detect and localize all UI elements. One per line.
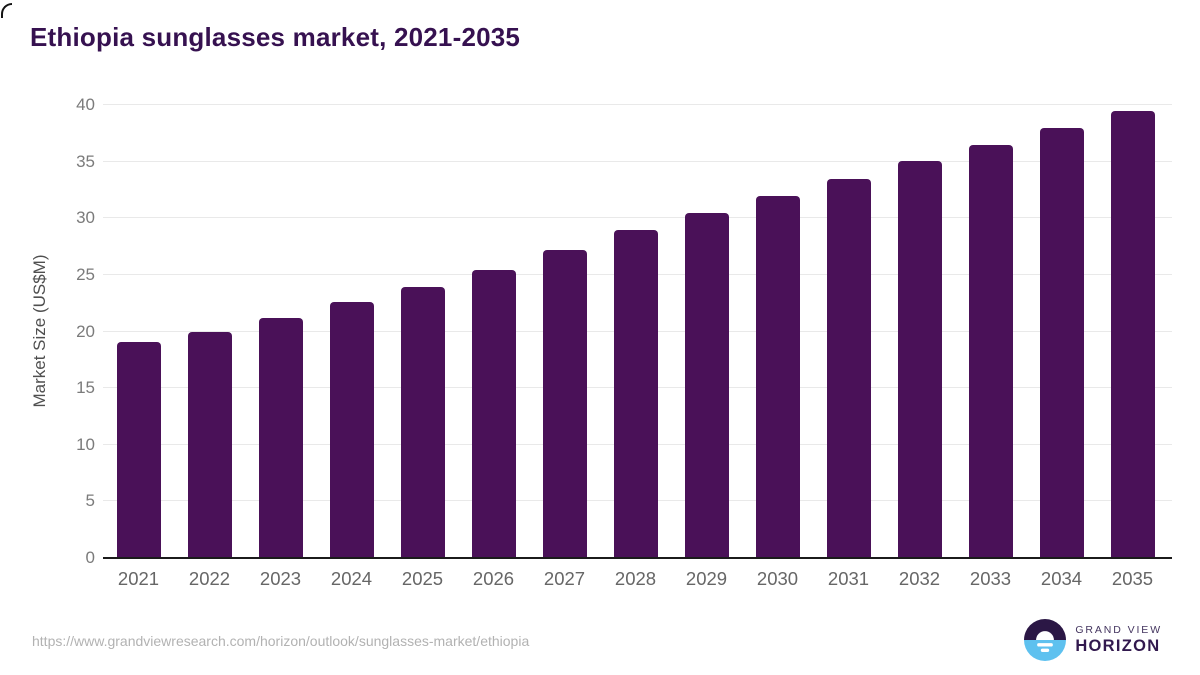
bar-slot-2030 bbox=[742, 105, 813, 558]
bar-slot-2023 bbox=[245, 105, 316, 558]
bar-slot-2032 bbox=[884, 105, 955, 558]
x-tick-2027: 2027 bbox=[543, 568, 586, 589]
source-url: https://www.grandviewresearch.com/horizo… bbox=[32, 633, 530, 649]
y-tick-30: 30 bbox=[76, 208, 95, 228]
bar-slot-2035 bbox=[1097, 105, 1168, 558]
bar-slot-2027 bbox=[529, 105, 600, 558]
bar-2023 bbox=[258, 317, 303, 558]
bar-2022 bbox=[187, 331, 232, 558]
bar-2032 bbox=[897, 160, 942, 558]
x-tick-2031: 2031 bbox=[827, 568, 870, 589]
x-tick-2023: 2023 bbox=[259, 568, 302, 589]
y-tick-10: 10 bbox=[76, 434, 95, 454]
x-tick-2029: 2029 bbox=[685, 568, 728, 589]
x-tick-2028: 2028 bbox=[614, 568, 657, 589]
bar-slot-2034 bbox=[1026, 105, 1097, 558]
bar-slot-2033 bbox=[955, 105, 1026, 558]
gridline-y-30 bbox=[103, 217, 1172, 219]
brand-name: GRAND VIEW HORIZON bbox=[1075, 624, 1162, 655]
gridline-y-40 bbox=[103, 104, 1172, 105]
bar-slot-2021 bbox=[103, 105, 174, 558]
x-tick-2032: 2032 bbox=[898, 568, 941, 589]
x-tick-2022: 2022 bbox=[188, 568, 231, 589]
bar-slot-2022 bbox=[174, 105, 245, 558]
bar-series bbox=[103, 105, 1168, 558]
bar-2024 bbox=[329, 302, 374, 558]
bar-slot-2028 bbox=[600, 105, 671, 558]
x-tick-2034: 2034 bbox=[1040, 568, 1083, 589]
bar-2033 bbox=[968, 144, 1013, 558]
bar-slot-2024 bbox=[316, 105, 387, 558]
brand-name-bottom: HORIZON bbox=[1075, 636, 1161, 655]
bar-2028 bbox=[613, 229, 658, 558]
bar-2027 bbox=[542, 249, 587, 558]
bar-2021 bbox=[116, 341, 161, 558]
y-tick-35: 35 bbox=[76, 151, 95, 171]
chart-title: Ethiopia sunglasses market, 2021-2035 bbox=[30, 22, 521, 52]
x-axis-tick-labels: 2021 2022 2023 2024 2025 2026 2027 2028 2029 2030… bbox=[103, 568, 1168, 590]
grand-view-horizon-logo: GRAND VIEW HORIZON bbox=[1024, 619, 1162, 661]
x-tick-2035: 2035 bbox=[1111, 568, 1154, 589]
bar-2035 bbox=[1110, 110, 1155, 558]
bar-2031 bbox=[826, 178, 871, 558]
x-tick-2026: 2026 bbox=[472, 568, 515, 589]
y-axis-tick-labels: 0 5 10 15 20 25 30 35 40 bbox=[0, 95, 95, 567]
bar-slot-2026 bbox=[458, 105, 529, 558]
bar-2026 bbox=[471, 270, 516, 558]
bar-2025 bbox=[400, 287, 445, 558]
x-tick-2021: 2021 bbox=[117, 568, 160, 589]
y-tick-0: 0 bbox=[85, 548, 95, 567]
y-tick-40: 40 bbox=[76, 95, 95, 114]
x-axis-line bbox=[103, 557, 1172, 559]
y-tick-20: 20 bbox=[76, 321, 95, 341]
x-tick-2025: 2025 bbox=[401, 568, 444, 589]
bar-slot-2029 bbox=[671, 105, 742, 558]
x-tick-2033: 2033 bbox=[969, 568, 1012, 589]
bar-2030 bbox=[755, 195, 800, 558]
gridline-y-35 bbox=[103, 160, 1172, 162]
window-corner-artifact bbox=[1, 3, 12, 18]
y-tick-25: 25 bbox=[76, 264, 95, 284]
bar-2029 bbox=[684, 212, 729, 558]
bar-chart-plot-area bbox=[103, 104, 1172, 559]
brand-name-top: GRAND VIEW bbox=[1075, 624, 1162, 637]
x-tick-2024: 2024 bbox=[330, 568, 373, 589]
bar-slot-2031 bbox=[813, 105, 884, 558]
y-tick-5: 5 bbox=[85, 491, 95, 511]
x-tick-2030: 2030 bbox=[756, 568, 799, 589]
y-tick-15: 15 bbox=[76, 378, 95, 398]
horizon-sun-icon bbox=[1024, 619, 1067, 661]
bar-2034 bbox=[1039, 127, 1084, 558]
bar-slot-2025 bbox=[387, 105, 458, 558]
